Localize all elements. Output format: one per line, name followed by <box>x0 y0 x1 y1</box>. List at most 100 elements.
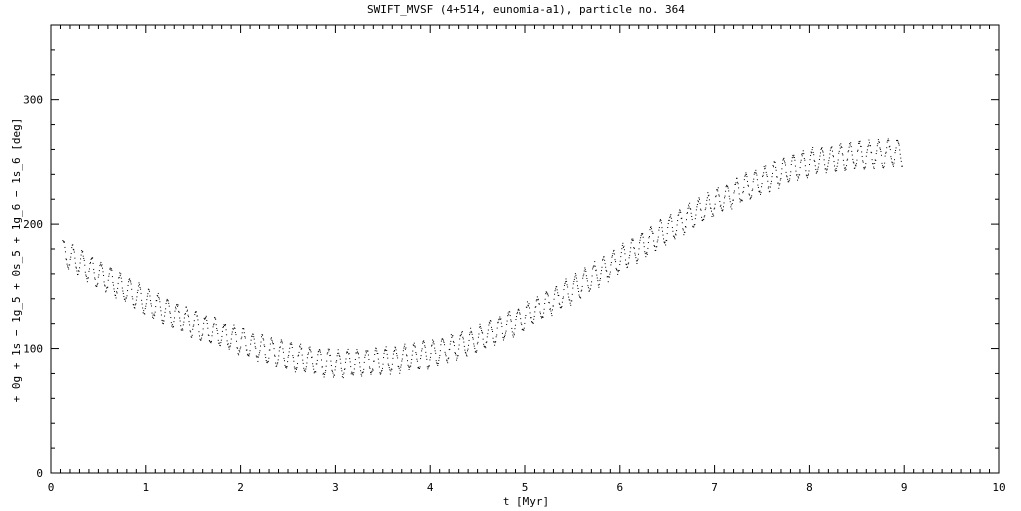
data-point <box>878 141 880 143</box>
data-point <box>511 331 513 333</box>
data-point <box>530 317 532 319</box>
data-point <box>438 359 440 361</box>
data-point <box>674 238 676 240</box>
x-tick-label: 0 <box>48 481 55 494</box>
data-point <box>765 165 767 167</box>
data-point <box>624 253 626 255</box>
data-point <box>409 365 411 367</box>
data-point <box>261 336 263 338</box>
data-point <box>373 360 375 362</box>
data-point <box>622 246 624 248</box>
data-point <box>124 300 126 302</box>
data-point <box>88 268 90 270</box>
data-point <box>444 344 446 346</box>
data-point <box>315 371 317 373</box>
data-point <box>714 203 716 205</box>
data-point <box>381 370 383 372</box>
data-point <box>498 318 500 320</box>
data-point <box>643 242 645 244</box>
data-point <box>372 368 374 370</box>
data-point <box>113 288 115 290</box>
data-point <box>263 344 265 346</box>
data-point <box>112 284 114 286</box>
data-point <box>140 292 142 294</box>
data-point <box>747 184 749 186</box>
data-point <box>532 322 534 324</box>
x-tick-label: 4 <box>427 481 434 494</box>
data-point <box>464 349 466 351</box>
data-point <box>484 345 486 347</box>
data-point <box>471 333 473 335</box>
data-point <box>650 226 652 228</box>
data-point <box>263 339 265 341</box>
data-point <box>894 152 896 154</box>
data-point <box>102 271 104 273</box>
data-point <box>199 338 201 340</box>
data-point <box>508 314 510 316</box>
data-point <box>128 281 130 283</box>
data-point <box>619 264 621 266</box>
data-point <box>229 346 231 348</box>
data-point <box>555 288 557 290</box>
data-point <box>302 362 304 364</box>
data-point <box>76 274 78 276</box>
data-point <box>91 257 93 259</box>
data-point <box>676 224 678 226</box>
data-point <box>856 150 858 152</box>
data-point <box>527 305 529 307</box>
data-point <box>169 311 171 313</box>
data-point <box>831 146 833 148</box>
data-point <box>439 350 441 352</box>
data-point <box>334 369 336 371</box>
data-point <box>85 275 87 277</box>
data-point <box>773 166 775 168</box>
data-point <box>510 320 512 322</box>
data-point <box>457 355 459 357</box>
data-point <box>316 363 318 365</box>
data-point <box>802 150 804 152</box>
data-point <box>689 208 691 210</box>
data-point <box>185 306 187 308</box>
data-point <box>336 355 338 357</box>
data-point <box>237 353 239 355</box>
data-point <box>247 354 249 356</box>
data-point <box>412 350 414 352</box>
data-point <box>894 159 896 161</box>
data-point <box>371 371 373 373</box>
data-point <box>264 354 266 356</box>
data-point <box>493 341 495 343</box>
data-point <box>398 367 400 369</box>
data-point <box>214 316 216 318</box>
data-point <box>220 342 222 344</box>
data-point <box>320 354 322 356</box>
data-point <box>781 168 783 170</box>
data-point <box>803 157 805 159</box>
data-point <box>302 359 304 361</box>
data-point <box>376 350 378 352</box>
data-point <box>750 197 752 199</box>
data-point <box>799 167 801 169</box>
data-point <box>149 300 151 302</box>
data-point <box>641 233 643 235</box>
data-point <box>751 190 753 192</box>
data-point <box>313 368 315 370</box>
data-point <box>220 339 222 341</box>
data-point <box>286 366 288 368</box>
data-point <box>672 230 674 232</box>
data-point <box>305 366 307 368</box>
data-point <box>535 306 537 308</box>
data-point <box>699 202 701 204</box>
data-point <box>408 368 410 370</box>
data-point <box>556 289 558 291</box>
data-point <box>305 368 307 370</box>
data-point <box>533 315 535 317</box>
data-point <box>142 312 144 314</box>
data-point <box>765 171 767 173</box>
data-point <box>543 308 545 310</box>
data-point <box>434 350 436 352</box>
data-point <box>779 179 781 181</box>
data-point <box>326 360 328 362</box>
data-point <box>564 282 566 284</box>
data-point <box>303 369 305 371</box>
data-point <box>107 286 109 288</box>
